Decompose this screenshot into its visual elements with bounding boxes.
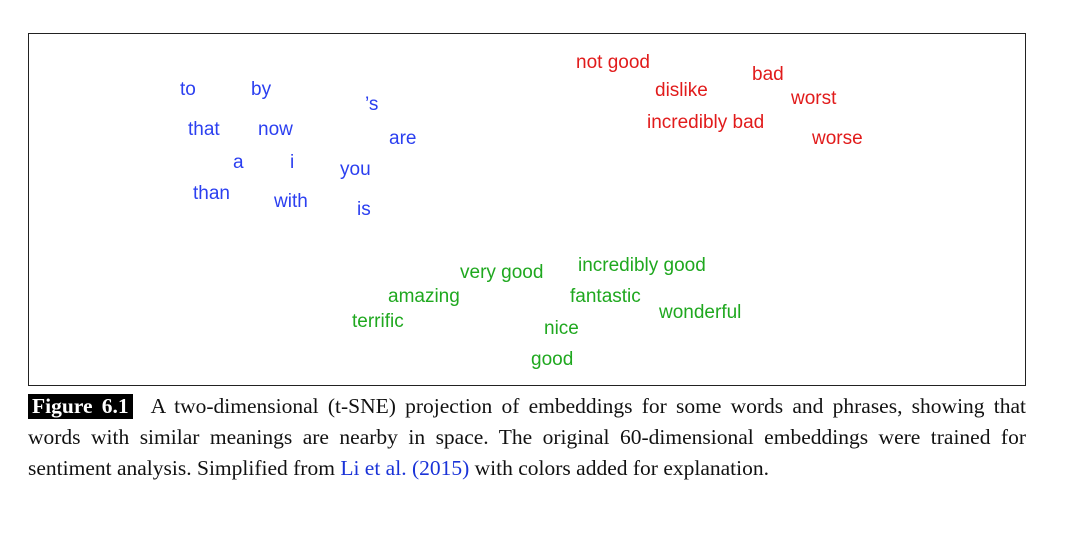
embedding-word-function-words: by [251,79,272,100]
embedding-word-negative: dislike [655,80,708,101]
figure-caption: Figure 6.1 A two-dimensional (t-SNE) proj… [28,391,1026,484]
embedding-word-positive: incredibly good [578,255,706,276]
embedding-word-negative: bad [752,64,784,85]
embedding-word-positive: amazing [388,286,460,307]
embedding-word-function-words: that [188,119,220,140]
embedding-word-negative: worst [791,88,837,109]
embedding-word-negative: worse [812,128,863,149]
caption-text-end: with colors added for explanation. [469,456,770,480]
embedding-word-positive: good [531,349,574,370]
embedding-word-negative: not good [576,52,650,73]
embedding-word-function-words: is [357,199,371,220]
embedding-word-function-words: to [180,79,196,100]
embedding-word-function-words: with [274,191,308,212]
tsne-plot-frame [28,33,1026,386]
embedding-word-positive: fantastic [570,286,641,307]
embedding-word-positive: wonderful [659,302,742,323]
embedding-word-function-words: i [290,152,295,173]
caption-text: A two-dimensional (t-SNE) projection of … [28,394,1026,480]
embedding-word-function-words: are [389,128,417,149]
embedding-word-function-words: now [258,119,293,140]
embedding-word-negative: incredibly bad [647,112,765,133]
embedding-word-function-words: ’s [365,94,379,115]
citation-link[interactable]: Li et al. (2015) [340,456,470,480]
embedding-word-function-words: you [340,159,371,180]
embedding-word-function-words: a [233,152,244,173]
figure-label: Figure 6.1 [28,394,133,419]
embedding-word-positive: nice [544,318,579,339]
embedding-word-positive: terrific [352,311,404,332]
embedding-word-positive: very good [460,262,544,283]
embedding-word-function-words: than [193,183,230,204]
